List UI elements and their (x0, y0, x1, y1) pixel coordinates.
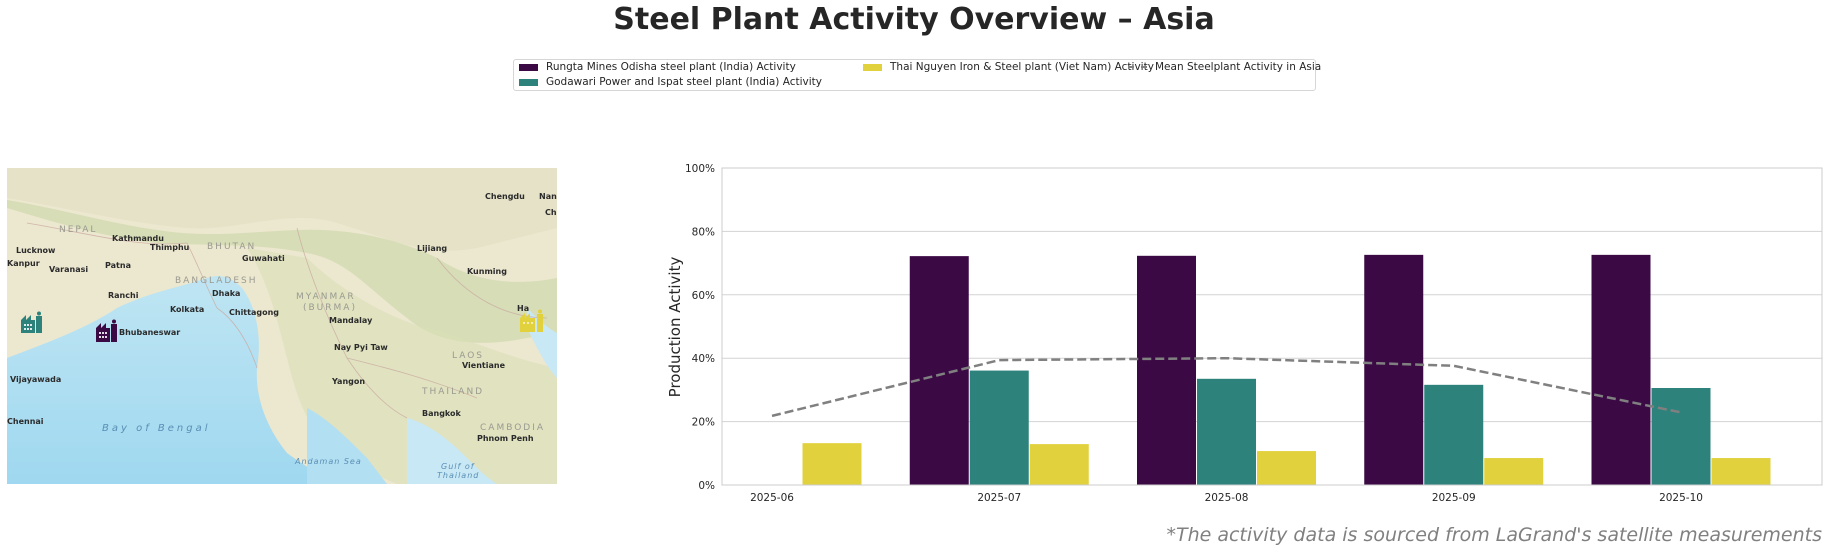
svg-text:Yangon: Yangon (331, 377, 365, 386)
bar (1197, 378, 1256, 485)
bar (1424, 384, 1484, 485)
svg-text:Thimphu: Thimphu (150, 243, 190, 252)
x-tick-label: 2025-06 (750, 492, 794, 504)
svg-text:BHUTAN: BHUTAN (207, 242, 256, 252)
svg-text:Nay Pyi Taw: Nay Pyi Taw (334, 343, 388, 352)
terrain-plateau (7, 168, 557, 251)
svg-text:Vijayawada: Vijayawada (10, 375, 61, 384)
legend-swatch-godawari (519, 79, 538, 86)
svg-text:Thailand: Thailand (437, 471, 479, 480)
sea-gulf-of-thailand (407, 418, 497, 484)
svg-text:Dhaka: Dhaka (212, 289, 240, 298)
city-labels: Chengdu Nan Ch Kathmandu Thimphu Lucknow… (7, 192, 557, 443)
svg-text:Lijiang: Lijiang (417, 244, 447, 253)
country-labels: NEPAL BHUTAN BANGLADESH MYANMAR (BURMA) … (59, 225, 545, 433)
svg-text:CAMBODIA: CAMBODIA (480, 423, 545, 433)
sea-labels: Bay of Bengal Andaman Sea Gulf of Thaila… (102, 423, 479, 480)
x-tick-label: 2025-10 (1659, 492, 1703, 504)
svg-text:Patna: Patna (105, 261, 131, 270)
y-tick-label: 40% (692, 353, 715, 365)
bar (909, 256, 969, 485)
svg-text:Gulf of: Gulf of (441, 462, 475, 471)
svg-text:MYANMAR: MYANMAR (296, 292, 356, 302)
svg-text:Vientiane: Vientiane (462, 361, 506, 370)
svg-text:Kunming: Kunming (467, 267, 507, 276)
bar (1484, 458, 1544, 485)
bar (802, 443, 862, 485)
svg-text:Mandalay: Mandalay (329, 316, 373, 325)
legend-swatch-thai-nguyen (863, 64, 882, 71)
svg-text:Bay of Bengal: Bay of Bengal (102, 423, 211, 434)
bar (1257, 451, 1316, 485)
svg-text:NEPAL: NEPAL (59, 225, 97, 235)
x-tick-label: 2025-08 (1205, 492, 1249, 504)
svg-text:Kanpur: Kanpur (7, 259, 40, 268)
y-tick-label: 20% (692, 417, 715, 429)
bars (802, 254, 1771, 485)
svg-text:BANGLADESH: BANGLADESH (175, 276, 258, 286)
sea-andaman (307, 408, 387, 484)
plot-frame (721, 167, 1823, 486)
legend-item-rungta: Rungta Mines Odisha steel plant (India) … (519, 60, 796, 74)
svg-text:Nan: Nan (539, 192, 557, 201)
svg-text:Bangkok: Bangkok (422, 409, 462, 418)
svg-text:Chittagong: Chittagong (229, 308, 279, 317)
y-axis-label: Production Activity (666, 257, 684, 398)
y-tick-label: 60% (692, 290, 715, 302)
x-tick-label: 2025-07 (977, 492, 1021, 504)
svg-text:Guwahati: Guwahati (242, 254, 285, 263)
svg-text:Lucknow: Lucknow (16, 246, 56, 255)
terrain-mountains (7, 200, 557, 343)
bar (1029, 444, 1089, 485)
country-borders (26, 222, 548, 419)
svg-text:Chengdu: Chengdu (485, 192, 525, 201)
map-panel[interactable]: NEPAL BHUTAN BANGLADESH MYANMAR (BURMA) … (7, 168, 557, 484)
axes: 0% 20% 40% 60% 80% 100% 2025-06 2025-07 2025-08 2… (685, 163, 1823, 504)
y-tick-label: 80% (692, 226, 715, 238)
svg-text:Kolkata: Kolkata (170, 305, 204, 314)
map-canvas: NEPAL BHUTAN BANGLADESH MYANMAR (BURMA) … (7, 168, 557, 484)
svg-text:Varanasi: Varanasi (49, 265, 88, 274)
sea-bay-of-bengal (7, 276, 337, 484)
svg-text:Ha: Ha (517, 304, 529, 313)
y-tick-label: 100% (685, 163, 715, 175)
page-title: Steel Plant Activity Overview – Asia (613, 2, 1215, 37)
bar (969, 370, 1029, 485)
legend-label: Mean Steelplant Activity in Asia (1155, 61, 1322, 73)
factory-icon[interactable] (520, 309, 543, 333)
svg-text:Ranchi: Ranchi (108, 291, 139, 300)
bar (1364, 254, 1424, 485)
bar (1591, 254, 1651, 485)
mean-activity-line (771, 356, 1682, 418)
svg-text:THAILAND: THAILAND (421, 387, 484, 397)
legend-label: Godawari Power and Ispat steel plant (In… (546, 76, 823, 88)
legend-item-mean: Mean Steelplant Activity in Asia (1128, 60, 1322, 74)
factory-icon[interactable] (21, 311, 42, 334)
legend-item-thai-nguyen: Thai Nguyen Iron & Steel plant (Viet Nam… (863, 60, 1154, 74)
legend-swatch-mean-dashed-line (1128, 66, 1147, 68)
svg-text:(BURMA): (BURMA) (303, 303, 357, 313)
svg-text:LAOS: LAOS (452, 351, 484, 361)
legend-label: Rungta Mines Odisha steel plant (India) … (546, 61, 796, 73)
x-tick-label: 2025-09 (1432, 492, 1476, 504)
svg-text:Andaman Sea: Andaman Sea (294, 457, 362, 466)
legend-item-godawari: Godawari Power and Ispat steel plant (In… (519, 75, 823, 89)
bar (1137, 255, 1196, 485)
chart-legend: Rungta Mines Odisha steel plant (India) … (513, 59, 1321, 91)
svg-text:Kathmandu: Kathmandu (112, 234, 164, 243)
factory-icon[interactable] (96, 319, 117, 343)
bar (1711, 458, 1771, 485)
legend-swatch-rungta (519, 64, 538, 71)
svg-text:Ch: Ch (545, 208, 557, 217)
footer-note: *The activity data is sourced from LaGra… (1166, 524, 1822, 546)
bar (1651, 387, 1711, 485)
legend-label: Thai Nguyen Iron & Steel plant (Viet Nam… (890, 61, 1154, 73)
svg-text:Phnom Penh: Phnom Penh (477, 434, 534, 443)
svg-text:Bhubaneswar: Bhubaneswar (119, 328, 180, 337)
svg-text:Chennai: Chennai (7, 417, 44, 426)
mean-line (771, 356, 1682, 418)
y-tick-label: 0% (698, 480, 715, 492)
